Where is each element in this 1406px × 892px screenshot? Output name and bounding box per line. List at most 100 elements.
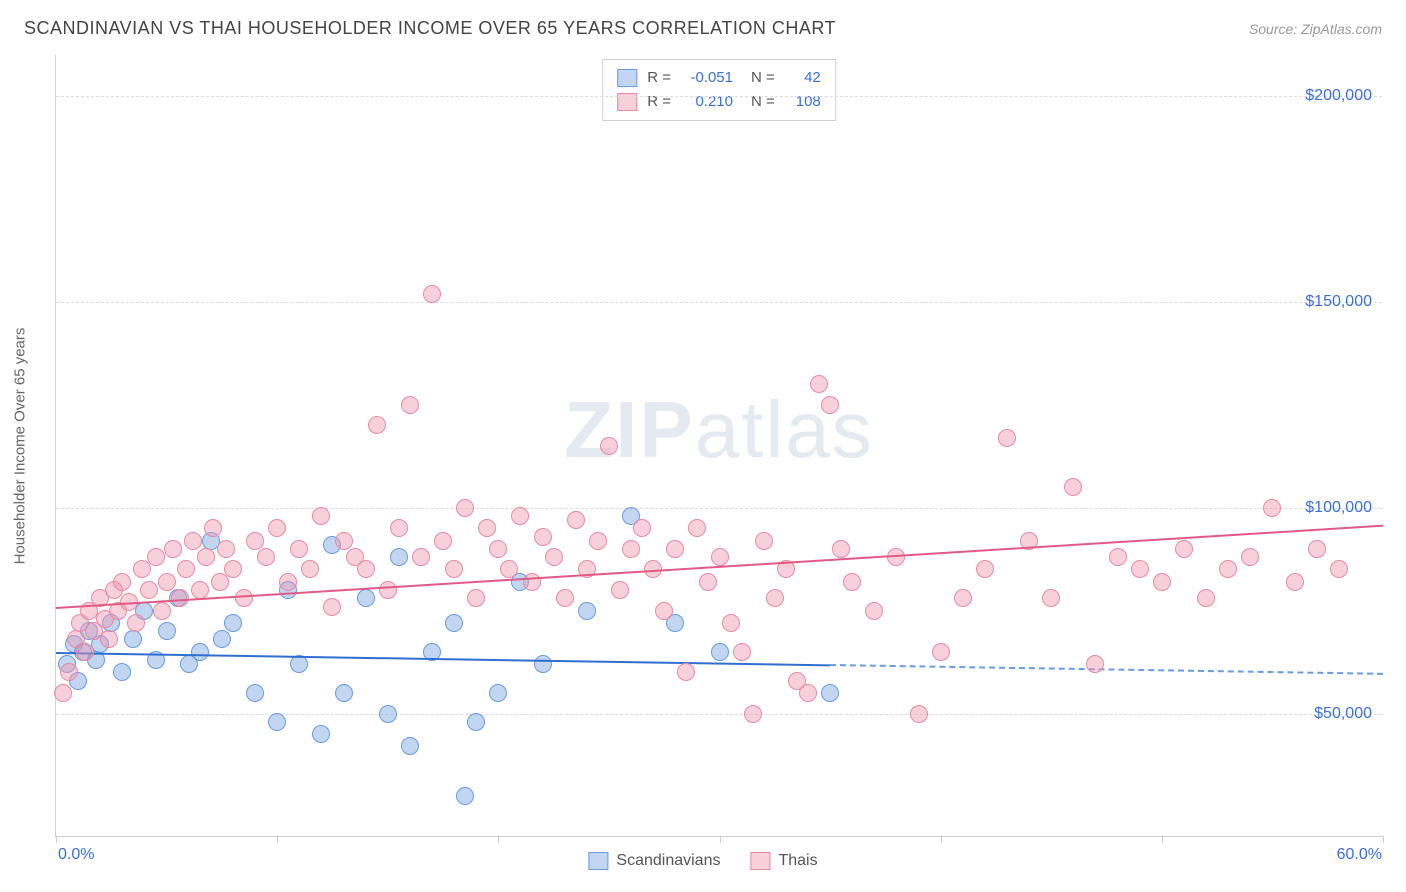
stat-n-label: N =: [751, 90, 775, 114]
scatter-point: [1197, 589, 1215, 607]
scatter-point: [1330, 560, 1348, 578]
stat-n-label: N =: [751, 66, 775, 90]
scatter-point: [235, 589, 253, 607]
scatter-point: [113, 663, 131, 681]
scatter-point: [423, 285, 441, 303]
scatter-point: [401, 396, 419, 414]
scatter-point: [445, 560, 463, 578]
scatter-point: [611, 581, 629, 599]
scatter-point: [489, 684, 507, 702]
bottom-legend: ScandinaviansThais: [588, 852, 817, 870]
scatter-point: [821, 684, 839, 702]
scatter-point: [213, 630, 231, 648]
scatter-point: [567, 511, 585, 529]
scatter-point: [147, 548, 165, 566]
scatter-point: [998, 429, 1016, 447]
scatter-point: [578, 602, 596, 620]
scatter-point: [666, 540, 684, 558]
scatter-point: [445, 614, 463, 632]
ytick-label: $150,000: [1305, 293, 1372, 311]
scatter-point: [140, 581, 158, 599]
stat-n-value: 42: [785, 66, 821, 90]
chart-title: SCANDINAVIAN VS THAI HOUSEHOLDER INCOME …: [24, 18, 836, 39]
ytick-label: $200,000: [1305, 87, 1372, 105]
scatter-point: [127, 614, 145, 632]
scatter-point: [177, 560, 195, 578]
scatter-point: [54, 684, 72, 702]
stat-r-value: 0.210: [681, 90, 733, 114]
ytick-label: $50,000: [1314, 705, 1372, 723]
scatter-point: [1241, 548, 1259, 566]
scatter-point: [100, 630, 118, 648]
scatter-point: [932, 643, 950, 661]
scatter-point: [766, 589, 784, 607]
scatter-point: [733, 643, 751, 661]
scatter-point: [1263, 499, 1281, 517]
chart-plot-area: ZIPatlas R =-0.051N =42R =0.210N =108 $5…: [55, 55, 1382, 837]
scatter-point: [1175, 540, 1193, 558]
scatter-point: [164, 540, 182, 558]
gridline: [56, 714, 1382, 715]
legend-swatch: [617, 69, 637, 87]
scatter-point: [821, 396, 839, 414]
scatter-point: [217, 540, 235, 558]
scatter-point: [534, 528, 552, 546]
scatter-point: [357, 589, 375, 607]
scatter-point: [335, 684, 353, 702]
scatter-point: [1131, 560, 1149, 578]
scatter-point: [478, 519, 496, 537]
scatter-point: [954, 589, 972, 607]
scatter-point: [113, 573, 131, 591]
scatter-point: [711, 548, 729, 566]
xtick: [56, 836, 57, 843]
scatter-point: [379, 581, 397, 599]
scatter-point: [655, 602, 673, 620]
scatter-point: [456, 787, 474, 805]
stat-r-label: R =: [647, 90, 671, 114]
scatter-point: [633, 519, 651, 537]
scatter-point: [158, 622, 176, 640]
ytick-label: $100,000: [1305, 499, 1372, 517]
xaxis-label-right: 60.0%: [1337, 846, 1382, 864]
scatter-point: [197, 548, 215, 566]
stats-legend-box: R = -0.051 N = 42 R = 0.210 N = 108: [602, 59, 836, 121]
scatter-point: [290, 540, 308, 558]
scatter-point: [910, 705, 928, 723]
scatter-point: [832, 540, 850, 558]
gridline: [56, 302, 1382, 303]
chart-header: SCANDINAVIAN VS THAI HOUSEHOLDER INCOME …: [0, 0, 1406, 51]
scatter-point: [511, 507, 529, 525]
scatter-point: [976, 560, 994, 578]
scatter-point: [545, 548, 563, 566]
scatter-point: [204, 519, 222, 537]
scatter-point: [589, 532, 607, 550]
stats-row: R = 0.210 N = 108: [617, 90, 821, 114]
scatter-point: [390, 548, 408, 566]
scatter-point: [1086, 655, 1104, 673]
scatter-point: [1042, 589, 1060, 607]
scatter-point: [191, 643, 209, 661]
scatter-point: [191, 581, 209, 599]
scatter-point: [60, 663, 78, 681]
scatter-point: [843, 573, 861, 591]
scatter-point: [224, 614, 242, 632]
scatter-point: [699, 573, 717, 591]
xtick: [277, 836, 278, 843]
scatter-point: [401, 737, 419, 755]
scatter-point: [677, 663, 695, 681]
scatter-point: [556, 589, 574, 607]
stat-n-value: 108: [785, 90, 821, 114]
xtick: [941, 836, 942, 843]
scatter-point: [412, 548, 430, 566]
stat-r-value: -0.051: [681, 66, 733, 90]
stat-r-label: R =: [647, 66, 671, 90]
scatter-point: [124, 630, 142, 648]
scatter-point: [467, 589, 485, 607]
xtick: [1162, 836, 1163, 843]
scatter-point: [76, 643, 94, 661]
scatter-point: [268, 519, 286, 537]
scatter-point: [755, 532, 773, 550]
gridline: [56, 508, 1382, 509]
scatter-point: [1109, 548, 1127, 566]
scatter-point: [534, 655, 552, 673]
